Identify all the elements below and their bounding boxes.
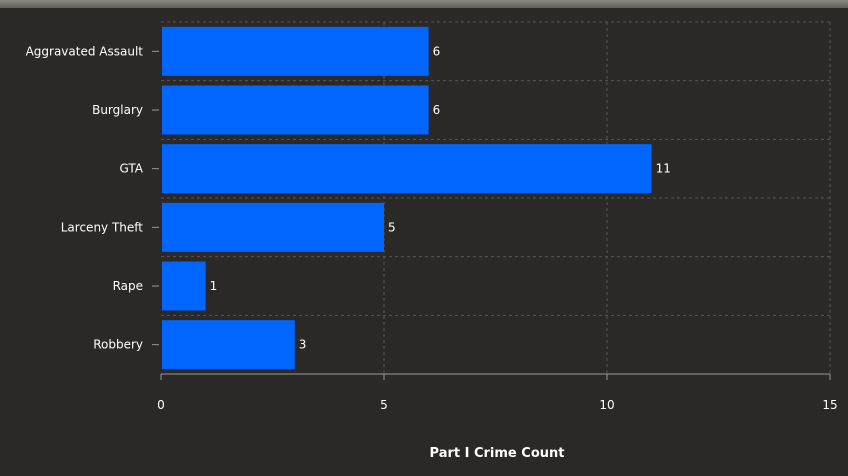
grid-lines [152, 21, 831, 380]
bars [162, 26, 652, 370]
category-label: Burglary [92, 103, 143, 117]
x-tick-label: 10 [599, 398, 614, 412]
bar-value-label: 11 [656, 162, 671, 176]
bar-burglary[interactable] [162, 85, 429, 135]
top-window-border [0, 0, 848, 8]
bar-rape[interactable] [162, 261, 206, 311]
chart-container: 0 5 10 15 Aggravated Assault 6 Burglary 6 GTA 11 L… [0, 8, 848, 472]
category-label: Larceny Theft [61, 220, 144, 234]
bar-value-label: 3 [299, 338, 307, 352]
bar-value-label: 6 [433, 44, 441, 58]
x-tick-label: 0 [157, 398, 165, 412]
bar-value-label: 5 [388, 220, 396, 234]
bar-value-label: 6 [433, 103, 441, 117]
category-label: Rape [113, 279, 143, 293]
category-label: GTA [120, 162, 144, 176]
category-label: Aggravated Assault [26, 44, 144, 58]
bar-value-label: 1 [210, 279, 218, 293]
bar-robbery[interactable] [162, 320, 295, 370]
bar-larceny-theft[interactable] [162, 202, 384, 252]
x-axis-title: Part I Crime Count [430, 446, 565, 461]
bar-aggravated-assault[interactable] [162, 26, 429, 76]
bar-gta[interactable] [162, 144, 652, 194]
x-tick-label: 15 [822, 398, 837, 412]
x-tick-label: 5 [380, 398, 388, 412]
category-label: Robbery [93, 338, 143, 352]
